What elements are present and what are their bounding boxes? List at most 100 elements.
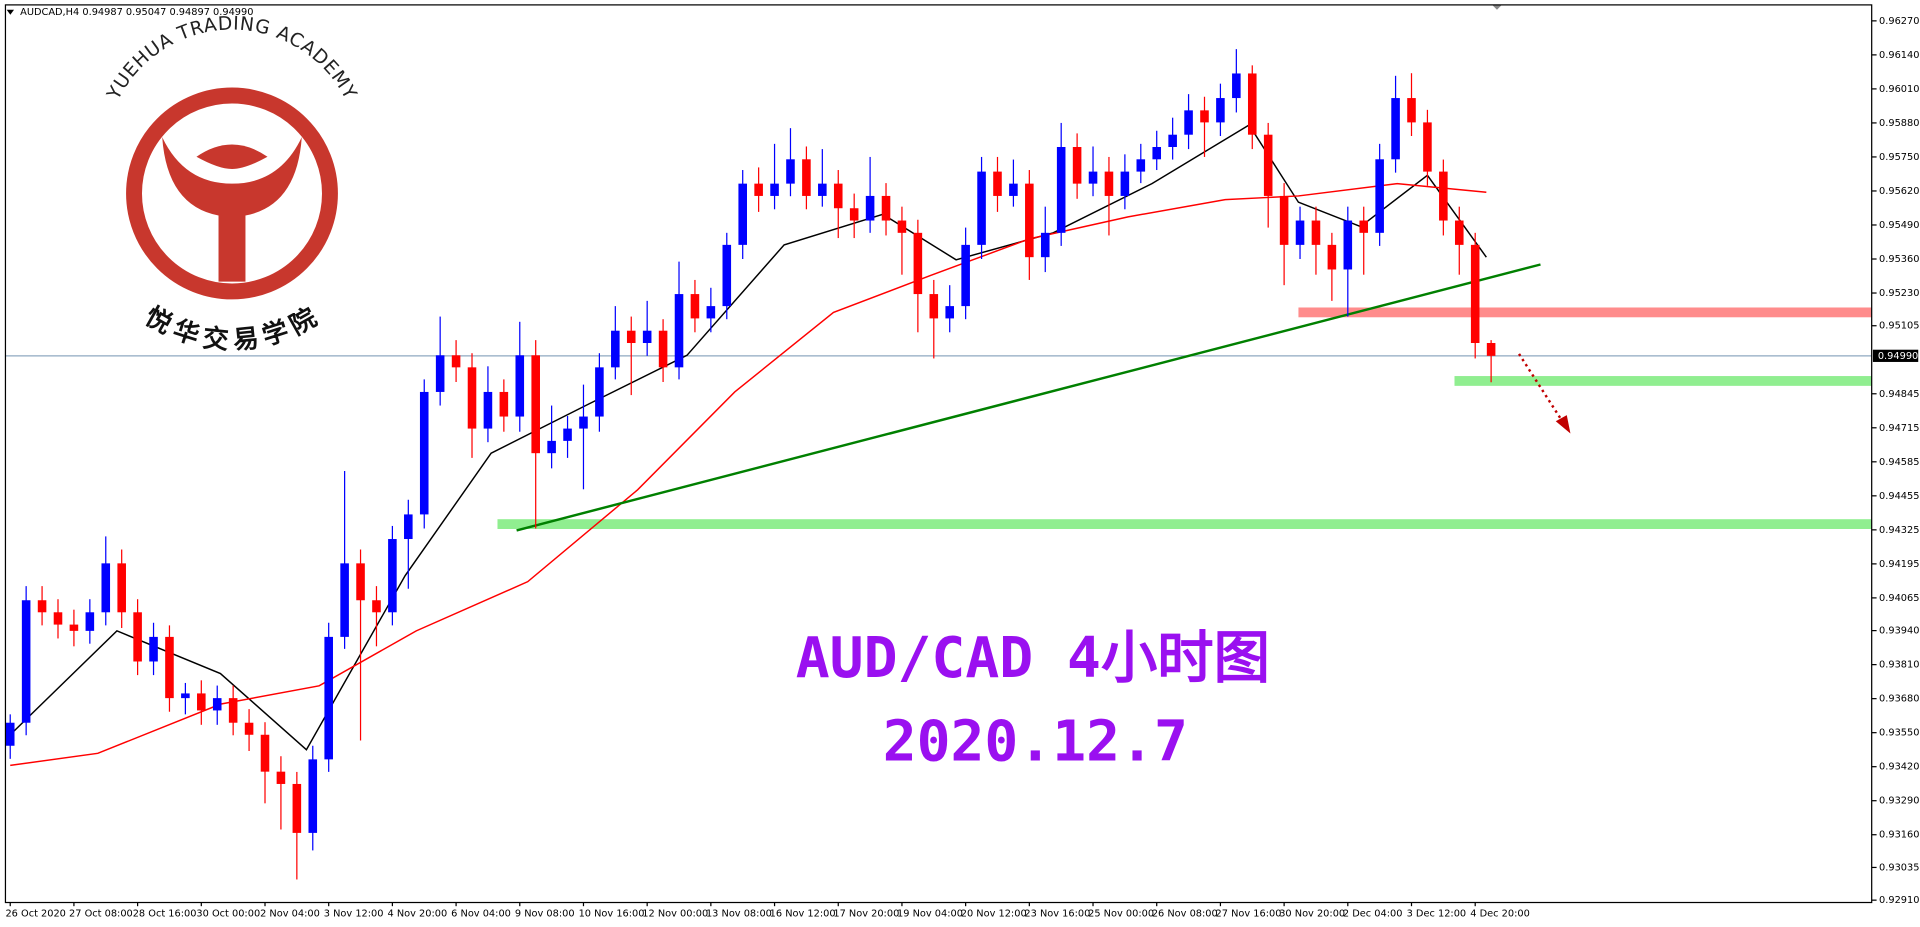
candle-body [611, 330, 620, 368]
candle-body [101, 563, 111, 613]
candle-body [467, 367, 477, 429]
candle-body [1104, 171, 1114, 196]
candle-body [1200, 110, 1209, 123]
candle-body [993, 171, 1002, 196]
y-tick-label: 0.94455 [1879, 491, 1919, 502]
zone [497, 519, 1872, 529]
y-tick-label: 0.93160 [1879, 830, 1919, 841]
candle-body [419, 391, 429, 515]
candle-body [1295, 220, 1305, 245]
candle-body [706, 306, 716, 319]
zone [1298, 307, 1872, 318]
candle-body [1247, 73, 1257, 135]
x-tick-label: 10 Nov 16:00 [579, 909, 645, 920]
candle-body [340, 563, 349, 637]
plot: 0.96270 0.96140 0.96010 0.95880 0.95750 0.956… [5, 16, 1919, 920]
candle-body [117, 563, 126, 613]
symbol-header: AUDCAD,H4 0.94987 0.95047 0.94897 0.9499… [20, 7, 253, 18]
x-tick-label: 13 Nov 08:00 [706, 909, 772, 920]
candle-body [674, 294, 684, 368]
logo-mark [196, 144, 268, 169]
candle-body [515, 355, 525, 417]
candle-body [197, 693, 206, 711]
y-tick-label: 0.94715 [1879, 423, 1919, 434]
candle-body [69, 624, 79, 631]
x-tick-label: 19 Nov 04:00 [897, 909, 963, 920]
x-tick-label: 3 Dec 12:00 [1407, 909, 1467, 920]
y-tick-label: 0.93940 [1879, 626, 1919, 637]
candle-body [1327, 244, 1337, 270]
x-tick-label: 16 Nov 12:00 [770, 909, 836, 920]
moving-average [9, 124, 1487, 751]
shift-marker [1492, 4, 1502, 10]
menu-arrow[interactable] [6, 9, 15, 15]
candle-body [802, 159, 811, 196]
zone [1454, 376, 1872, 386]
candle-body [324, 636, 333, 760]
y-tick-label: 0.96140 [1879, 50, 1919, 61]
candle-body [1040, 232, 1050, 258]
x-tick-label: 6 Nov 04:00 [451, 909, 511, 920]
candle-body [388, 539, 397, 613]
candle-body [881, 195, 891, 221]
x-tick-label: 2 Dec 04:00 [1343, 909, 1403, 920]
candle-body [579, 416, 588, 429]
candle-body [849, 208, 859, 221]
moving-average [10, 182, 1487, 767]
candle-body [1263, 134, 1273, 196]
x-tick-label: 23 Nov 16:00 [1024, 909, 1090, 920]
trendline [516, 263, 1541, 532]
forecast-arrowhead [1555, 415, 1571, 434]
candle-body [722, 244, 732, 307]
candle-body [642, 330, 652, 344]
x-tick-label: 3 Nov 12:00 [324, 909, 384, 920]
candle-body [260, 734, 270, 772]
y-tick-label: 0.92910 [1879, 895, 1919, 906]
candle-body [690, 294, 700, 319]
candle-body [228, 698, 238, 723]
candle-body [244, 722, 254, 735]
candle-body [961, 244, 970, 307]
x-tick-label: 4 Dec 20:00 [1470, 909, 1530, 920]
candle-body [372, 600, 381, 613]
x-tick-label: 4 Nov 20:00 [387, 909, 447, 920]
y-tick-label: 0.95360 [1879, 254, 1919, 265]
x-tick-label: 27 Oct 08:00 [69, 909, 133, 920]
candle-body [483, 391, 493, 429]
candle-body [754, 183, 763, 196]
candle-body [786, 159, 795, 184]
y-tick-label: 0.96010 [1879, 84, 1919, 95]
candle-body [531, 355, 540, 454]
candle-body [292, 783, 302, 833]
candle-body [865, 195, 875, 221]
candle-body [897, 220, 907, 233]
y-tick-label: 0.94325 [1879, 525, 1919, 536]
current-price-box [1872, 349, 1919, 362]
candle-body [1184, 110, 1193, 135]
candle-body [181, 693, 190, 699]
y-tick-label: 0.93290 [1879, 796, 1919, 807]
candle-body [1216, 98, 1225, 123]
candle-body [53, 612, 63, 625]
y-tick-label: 0.95105 [1879, 321, 1919, 332]
candle-body [1232, 73, 1241, 99]
forecast-arrow [1517, 353, 1565, 424]
candle-body [977, 171, 986, 245]
candle-body [1423, 122, 1432, 172]
candle-body [37, 600, 47, 613]
candle-body [1359, 220, 1369, 233]
candle-body [770, 183, 779, 196]
x-tick-label: 12 Nov 00:00 [642, 909, 708, 920]
candle-body [1454, 220, 1464, 245]
x-tick-label: 27 Nov 16:00 [1216, 909, 1282, 920]
candle-body [1120, 171, 1130, 196]
candle-body [1072, 146, 1082, 184]
candle-body [1375, 159, 1384, 233]
candle-body [626, 330, 636, 344]
candle-body [21, 600, 31, 723]
logo-ring [126, 87, 338, 300]
candle-body [85, 612, 95, 631]
candle-body [5, 722, 15, 746]
chart-title: AUD/CAD 4小时图 [796, 626, 1270, 691]
